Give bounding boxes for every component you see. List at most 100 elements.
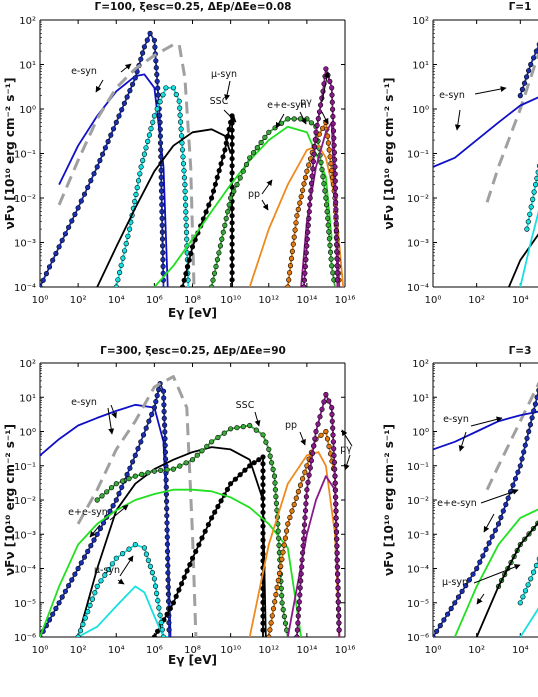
- data-point: [163, 85, 169, 91]
- data-point: [260, 599, 266, 606]
- data-point: [179, 284, 186, 287]
- data-point: [164, 467, 170, 473]
- data-point: [215, 434, 221, 441]
- data-point: [119, 484, 125, 490]
- data-point: [143, 145, 149, 151]
- data-point: [296, 606, 302, 612]
- data-point: [498, 514, 504, 521]
- data-point: [326, 236, 333, 242]
- data-point: [268, 620, 274, 626]
- data-point: [305, 229, 311, 235]
- panel-3: Γ=1 10⁻⁴ 10⁻³ 10⁻² 10⁻¹ 10⁰ 10¹ 10² 10⁰ 10² 10⁴ νFν…: [382, 1, 538, 306]
- data-point: [300, 187, 306, 193]
- data-point: [334, 564, 341, 570]
- data-point: [40, 277, 46, 283]
- data-point: [177, 105, 183, 111]
- data-point: [229, 127, 235, 133]
- annotation-arrow: [299, 111, 307, 125]
- data-point: [59, 594, 65, 600]
- data-point: [228, 426, 234, 432]
- data-point: [159, 627, 165, 633]
- y-tick-label: 10⁻²: [407, 194, 429, 205]
- data-point: [75, 205, 81, 211]
- data-point: [157, 112, 163, 119]
- annotation-label: pγ: [340, 444, 352, 455]
- data-point: [92, 590, 98, 596]
- data-point: [269, 613, 275, 619]
- data-point: [276, 535, 282, 541]
- data-point: [325, 222, 331, 228]
- chart-title: Γ=3: [509, 345, 532, 357]
- data-point: [329, 99, 335, 105]
- y-tick-label: 10⁻⁶: [14, 633, 36, 644]
- data-point: [159, 222, 165, 228]
- data-point: [522, 442, 528, 448]
- data-point: [289, 248, 296, 254]
- data-point: [104, 489, 110, 495]
- x-tick-label: 10²: [468, 295, 485, 306]
- x-tick-label: 10¹⁶: [335, 645, 356, 656]
- data-point: [260, 495, 266, 502]
- data-point: [329, 263, 335, 269]
- data-point: [486, 540, 492, 546]
- data-point: [434, 628, 440, 634]
- data-point: [291, 116, 297, 122]
- annotation-arrow: [341, 429, 353, 447]
- data-point: [160, 388, 167, 394]
- data-point: [229, 163, 235, 169]
- data-point: [209, 515, 215, 521]
- data-point: [62, 231, 69, 237]
- data-point: [132, 198, 138, 205]
- data-point: [282, 620, 289, 626]
- data-point: [324, 209, 330, 215]
- annotation-arrow: [480, 488, 519, 504]
- data-point: [534, 394, 538, 400]
- data-point: [334, 242, 340, 248]
- data-point: [155, 92, 161, 98]
- data-point: [143, 551, 149, 557]
- data-point: [151, 576, 157, 582]
- data-point: [267, 453, 273, 459]
- x-tick-label: 10¹⁶: [335, 295, 356, 306]
- data-point: [229, 248, 235, 254]
- data-point: [164, 541, 170, 547]
- data-point: [158, 181, 164, 187]
- data-point: [109, 561, 115, 567]
- data-point: [330, 121, 336, 127]
- data-point: [130, 81, 136, 87]
- annotation-label: pγ: [300, 97, 312, 108]
- series-line-6: [475, 521, 538, 637]
- data-point: [119, 107, 125, 113]
- y-tick-label: 10⁰: [412, 428, 429, 439]
- y-axis-label: νFν [10¹⁰ erg cm⁻² s⁻¹]: [3, 77, 17, 229]
- data-point: [334, 550, 340, 556]
- y-tick-label: 10²: [412, 359, 429, 370]
- data-point: [281, 613, 288, 620]
- data-point: [263, 439, 269, 445]
- data-point: [301, 181, 307, 187]
- data-point: [126, 546, 132, 552]
- data-point: [229, 227, 235, 233]
- data-point: [323, 202, 330, 208]
- data-point: [159, 229, 165, 235]
- data-point: [127, 87, 133, 94]
- data-point: [166, 620, 172, 626]
- data-point: [219, 236, 225, 242]
- x-tick-label: 10⁴: [512, 645, 529, 656]
- data-point: [183, 216, 189, 222]
- data-point: [332, 185, 339, 191]
- y-tick-label: 10⁻³: [407, 530, 429, 541]
- data-point: [218, 161, 224, 167]
- data-point: [260, 551, 266, 557]
- data-point: [272, 480, 278, 486]
- series-line-1: [485, 381, 538, 491]
- data-point: [157, 133, 163, 139]
- data-point: [297, 482, 304, 488]
- data-point: [164, 534, 170, 540]
- data-point: [225, 133, 231, 139]
- data-point: [167, 605, 173, 612]
- data-point: [126, 476, 132, 482]
- data-point: [113, 119, 119, 125]
- annotation-arrow: [117, 578, 125, 585]
- data-point: [260, 530, 266, 536]
